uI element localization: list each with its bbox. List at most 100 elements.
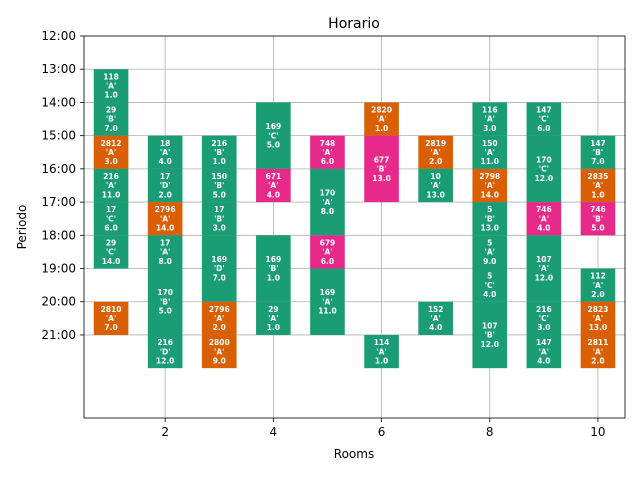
schedule-block-label: 12.0 <box>156 356 175 365</box>
schedule-block: 169'B'1.0 <box>256 235 291 302</box>
schedule-block-rect <box>580 301 616 335</box>
schedule-block-label: 13.0 <box>372 174 391 183</box>
schedule-block-rect <box>147 168 183 203</box>
schedule-block-label: 'A' <box>485 181 495 190</box>
schedule-block-label: 116 <box>482 106 498 115</box>
schedule-block-label: 'D' <box>160 181 171 190</box>
schedule-block-label: 'A' <box>322 297 332 306</box>
schedule-block-label: 6.0 <box>537 124 550 133</box>
schedule-block-rect <box>580 202 616 236</box>
schedule-block-label: 746 <box>536 205 552 214</box>
schedule-block-label: 17 <box>160 172 170 181</box>
schedule-block-label: 170 <box>536 155 552 164</box>
schedule-block-label: 2819 <box>425 139 446 148</box>
schedule-block-label: 4.0 <box>267 190 280 199</box>
schedule-block: 216'D'12.0 <box>147 334 183 369</box>
schedule-block-label: 'C' <box>539 314 549 323</box>
schedule-block-label: 'A' <box>593 314 603 323</box>
schedule-block-rect <box>418 301 453 335</box>
schedule-block-label: 147 <box>590 139 606 148</box>
schedule-block-label: 'A' <box>160 248 170 257</box>
schedule-block-label: 8.0 <box>159 257 172 266</box>
schedule-block-label: 5.0 <box>267 141 280 150</box>
schedule-block-label: 2812 <box>101 139 122 148</box>
schedule-block-rect <box>147 135 183 169</box>
schedule-block: 169'C'5.0 <box>256 102 291 169</box>
schedule-block-label: 107 <box>482 321 498 330</box>
schedule-block-rect <box>93 102 129 136</box>
schedule-block-rect <box>147 268 183 335</box>
schedule-block-label: 18 <box>160 139 170 148</box>
y-tick-label: 13:00 <box>41 62 76 76</box>
schedule-block: 2819'A'2.0 <box>418 135 453 169</box>
schedule-block-rect <box>580 135 616 169</box>
schedule-block-rect <box>310 168 345 236</box>
schedule-block-label: 5 <box>487 272 492 281</box>
schedule-block-label: 2796 <box>155 205 176 214</box>
schedule-block-label: 'C' <box>539 165 549 174</box>
schedule-block-rect <box>201 235 237 302</box>
schedule-block-label: 114 <box>374 338 390 347</box>
schedule-block-label: 13.0 <box>589 323 608 332</box>
y-tick-label: 19:00 <box>41 262 76 276</box>
schedule-block: 2800'A'9.0 <box>201 334 237 369</box>
schedule-block-label: 'A' <box>106 148 116 157</box>
schedule-block: 2835'A'1.0 <box>580 168 616 203</box>
schedule-block-rect <box>526 135 562 203</box>
schedule-block-label: 12.0 <box>480 340 499 349</box>
schedule-block: 2796'A'2.0 <box>201 301 237 335</box>
schedule-block-label: 17 <box>214 205 224 214</box>
schedule-block-label: 2810 <box>101 305 122 314</box>
schedule-block-label: 169 <box>266 122 282 131</box>
schedule-block-label: 'A' <box>322 248 332 257</box>
schedule-block: 107'B'12.0 <box>472 301 508 369</box>
schedule-block: 18'A'4.0 <box>147 135 183 169</box>
schedule-block-rect <box>256 235 291 302</box>
schedule-block-label: 'B' <box>214 148 224 157</box>
schedule-block-label: 'C' <box>539 115 549 124</box>
schedule-block-label: 'A' <box>322 198 332 207</box>
schedule-block-rect <box>256 102 291 169</box>
schedule-block: 746'A'4.0 <box>526 202 562 236</box>
schedule-block-label: 'C' <box>268 131 278 140</box>
schedule-block-rect <box>256 168 291 203</box>
schedule-block-rect <box>580 168 616 203</box>
schedule-block: 116'A'3.0 <box>472 102 508 136</box>
schedule-block: 2823'A'13.0 <box>580 301 616 335</box>
schedule-block-label: 147 <box>536 338 552 347</box>
schedule-block: 169'D'7.0 <box>201 235 237 302</box>
schedule-block-label: 4.0 <box>429 323 442 332</box>
x-tick-label: 2 <box>161 425 169 439</box>
schedule-block-rect <box>580 268 616 302</box>
schedule-block-label: 2811 <box>588 338 609 347</box>
schedule-block-label: 17 <box>106 205 116 214</box>
schedule-block-label: 679 <box>320 238 336 247</box>
schedule-block-rect <box>147 235 183 269</box>
schedule-block-label: 'A' <box>430 314 440 323</box>
schedule-block-label: 5 <box>487 238 492 247</box>
schedule-block: 150'A'11.0 <box>472 135 508 169</box>
schedule-block-label: 6.0 <box>321 157 334 166</box>
schedule-block-label: 'A' <box>485 248 495 257</box>
schedule-block-label: 'A' <box>214 347 224 356</box>
schedule-block-label: 216 <box>157 338 173 347</box>
schedule-block-rect <box>526 301 562 335</box>
schedule-block-label: 8.0 <box>321 207 334 216</box>
schedule-block-label: 'A' <box>430 148 440 157</box>
schedule-block-rect <box>201 168 237 203</box>
y-tick-label: 14:00 <box>41 95 76 109</box>
schedule-block-label: 2.0 <box>159 190 172 199</box>
schedule-block: 169'A'11.0 <box>310 268 345 335</box>
schedule-block: 216'B'1.0 <box>201 135 237 169</box>
schedule-block-label: 'A' <box>160 148 170 157</box>
schedule-block-label: 7.0 <box>591 157 604 166</box>
schedule-block-label: 'A' <box>322 148 332 157</box>
schedule-block: 10'A'13.0 <box>418 168 453 203</box>
schedule-block-label: 2800 <box>209 338 230 347</box>
x-tick-labels: 2 4 6 8 10 <box>161 418 606 439</box>
schedule-block-rect <box>526 235 562 302</box>
schedule-block-label: 2796 <box>209 305 230 314</box>
y-tick-label: 12:00 <box>41 29 76 43</box>
schedule-block-rect <box>310 268 345 335</box>
schedule-block: 17'B'3.0 <box>201 202 237 236</box>
